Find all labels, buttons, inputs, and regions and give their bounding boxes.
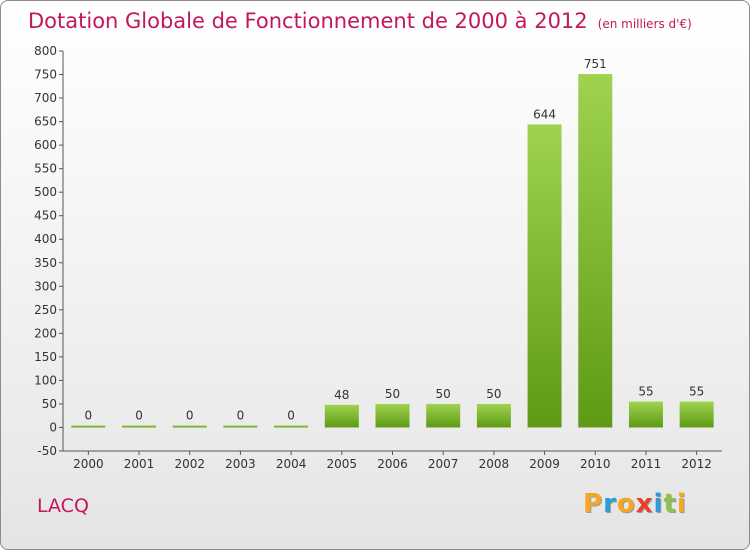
x-tick-label: 2000 <box>73 457 104 471</box>
logo-letter: o <box>616 489 636 519</box>
y-tick-label: 200 <box>34 326 57 340</box>
x-tick-label: 2011 <box>631 457 662 471</box>
data-label: 55 <box>689 385 704 399</box>
logo-letter: x <box>635 489 654 519</box>
x-tick-label: 2012 <box>681 457 712 471</box>
y-tick-label: 350 <box>34 256 57 270</box>
y-tick-label: 600 <box>34 138 57 152</box>
logo-letter: P <box>583 489 604 519</box>
data-label: 50 <box>385 387 400 401</box>
y-tick-label: 300 <box>34 279 57 293</box>
bar <box>578 74 613 428</box>
data-label: 48 <box>334 388 349 402</box>
data-label: 55 <box>638 385 653 399</box>
data-label: 751 <box>584 57 607 71</box>
y-tick-label: 800 <box>34 44 57 58</box>
chart-subtitle: (en milliers d'€) <box>597 17 692 31</box>
bar <box>172 425 207 428</box>
y-tick-label: 450 <box>34 209 57 223</box>
bar <box>375 403 410 428</box>
x-tick-label: 2003 <box>225 457 256 471</box>
data-label: 0 <box>186 408 194 422</box>
y-tick-label: 0 <box>49 420 57 434</box>
logo-letter: t <box>663 489 677 519</box>
y-axis-ticks: -50 0 50 100 150 200 250 300 350 400 450 500 550 600 6… <box>34 44 63 458</box>
bar <box>71 425 106 428</box>
y-tick-label: 250 <box>34 303 57 317</box>
y-tick-label: 400 <box>34 232 57 246</box>
y-tick-label: 50 <box>42 397 57 411</box>
chart-title-text: Dotation Globale de Fonctionnement de 20… <box>28 9 588 33</box>
data-label: 0 <box>237 408 245 422</box>
bar <box>324 404 359 428</box>
chart-title: Dotation Globale de Fonctionnement de 20… <box>28 9 692 33</box>
x-tick-label: 2006 <box>377 457 408 471</box>
y-tick-label: 100 <box>34 373 57 387</box>
y-tick-label: 500 <box>34 185 57 199</box>
y-tick-label: 650 <box>34 115 57 129</box>
bar <box>476 403 511 428</box>
bar <box>527 124 562 428</box>
data-label: 50 <box>436 387 451 401</box>
x-tick-label: 2009 <box>529 457 560 471</box>
bar <box>679 401 714 428</box>
y-tick-label: 550 <box>34 162 57 176</box>
data-label: 50 <box>486 387 501 401</box>
x-tick-label: 2004 <box>276 457 307 471</box>
x-tick-label: 2010 <box>580 457 611 471</box>
commune-name: LACQ <box>37 495 89 517</box>
bar <box>426 403 461 428</box>
data-label: 0 <box>85 408 93 422</box>
y-tick-label: -50 <box>37 444 57 458</box>
x-tick-label: 2002 <box>174 457 205 471</box>
data-label: 0 <box>287 408 295 422</box>
bar <box>628 401 663 428</box>
proxiti-logo[interactable]: Proxiti <box>583 489 687 519</box>
y-tick-label: 750 <box>34 68 57 82</box>
x-axis-ticks: 2000 2001 2002 2003 2004 2005 2006 2007 2008 2009… <box>73 451 712 471</box>
data-label: 644 <box>533 107 556 121</box>
y-tick-label: 700 <box>34 91 57 105</box>
logo-letter: r <box>603 489 617 519</box>
x-tick-label: 2005 <box>327 457 358 471</box>
bar <box>274 425 309 428</box>
logo-letter: i <box>676 489 687 519</box>
logo-letter: i <box>653 489 664 519</box>
x-tick-label: 2001 <box>124 457 155 471</box>
data-label: 0 <box>135 408 143 422</box>
chart-bars <box>71 74 714 428</box>
x-tick-label: 2008 <box>479 457 510 471</box>
data-labels: 0 0 0 0 0 48 50 50 50 644 751 55 55 <box>85 57 705 422</box>
x-tick-label: 2007 <box>428 457 459 471</box>
bar <box>122 425 157 428</box>
y-tick-label: 150 <box>34 350 57 364</box>
bar <box>223 425 258 428</box>
